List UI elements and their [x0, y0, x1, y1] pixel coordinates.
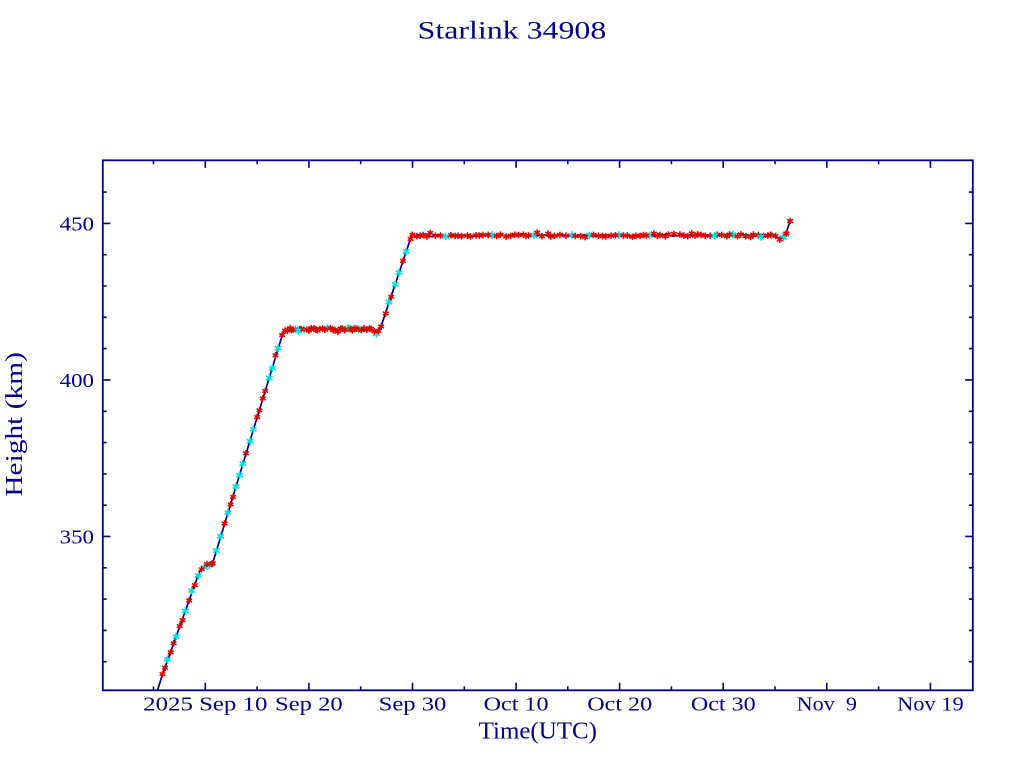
svg-text:Starlink 34908: Starlink 34908 [418, 15, 607, 44]
svg-text:Sep 30: Sep 30 [379, 693, 447, 715]
svg-text:Oct 20: Oct 20 [587, 693, 652, 715]
svg-text:Sep 20: Sep 20 [275, 693, 343, 715]
svg-text:Nov 19: Nov 19 [897, 693, 964, 715]
svg-text:Time(UTC): Time(UTC) [479, 719, 597, 745]
svg-text:350: 350 [60, 527, 94, 549]
svg-text:450: 450 [60, 214, 94, 236]
svg-text:Oct 10: Oct 10 [484, 693, 549, 715]
svg-text:Nov 9: Nov 9 [797, 693, 857, 715]
svg-text:Oct 30: Oct 30 [691, 693, 756, 715]
svg-text:400: 400 [60, 370, 94, 392]
svg-text:Height (km): Height (km) [2, 352, 28, 497]
svg-text:2025 Sep 10: 2025 Sep 10 [143, 693, 267, 715]
